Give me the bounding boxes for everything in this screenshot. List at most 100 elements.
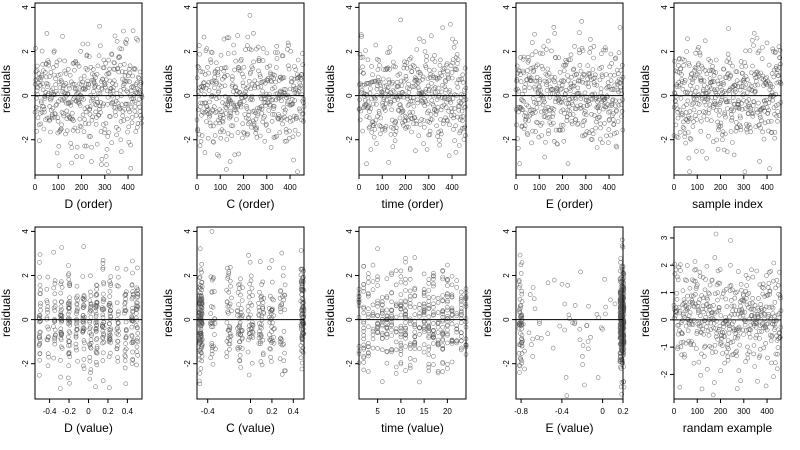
- scatter-point: [550, 120, 556, 126]
- scatter-point: [437, 63, 443, 68]
- scatter-point: [675, 346, 680, 352]
- scatter-point: [440, 67, 446, 72]
- scatter-point: [686, 313, 692, 318]
- scatter-point: [217, 115, 223, 120]
- scatter-point: [45, 324, 50, 330]
- scatter-point: [269, 119, 275, 124]
- scatter-point: [52, 338, 58, 344]
- scatter-point: [417, 313, 422, 319]
- y-tick-label: 2: [345, 49, 354, 54]
- scatter-point: [417, 332, 422, 337]
- scatter-point: [123, 41, 129, 46]
- scatter-point: [603, 311, 608, 317]
- scatter-point: [694, 328, 700, 334]
- scatter-point: [386, 77, 392, 83]
- scatter-point: [765, 119, 771, 124]
- scatter-point: [615, 71, 621, 76]
- scatter-point: [393, 268, 399, 274]
- scatter-point: [726, 330, 732, 336]
- scatter-point: [451, 106, 457, 111]
- scatter-point: [530, 96, 536, 101]
- y-tick-label: -2: [21, 136, 30, 144]
- scatter-point: [585, 339, 591, 344]
- scatter-point: [237, 286, 242, 291]
- y-tick-label: 2: [183, 273, 192, 278]
- scatter-point: [97, 23, 102, 29]
- scatter-point: [393, 329, 399, 335]
- scatter-point: [453, 39, 458, 45]
- scatter-point: [56, 163, 62, 168]
- scatter-point: [682, 352, 687, 357]
- x-axis-title: C (order): [226, 197, 274, 211]
- scatter-point: [38, 300, 43, 306]
- scatter-point: [300, 62, 306, 67]
- y-tick-label: 2: [345, 273, 354, 278]
- scatter-point: [409, 69, 415, 74]
- scatter-point: [458, 347, 464, 353]
- scatter-point: [229, 77, 235, 82]
- scatter-point: [132, 108, 138, 114]
- scatter-point: [423, 65, 429, 70]
- scatter-point: [81, 338, 87, 343]
- scatter-point: [361, 304, 367, 310]
- scatter-point: [199, 269, 204, 275]
- scatter-point: [444, 117, 450, 123]
- scatter-point: [116, 274, 121, 280]
- scatter-point: [357, 97, 363, 103]
- scatter-point: [440, 361, 446, 366]
- scatter-point: [400, 90, 406, 95]
- scatter-point: [82, 117, 87, 122]
- scatter-point: [435, 337, 441, 343]
- scatter-point: [682, 131, 688, 136]
- scatter-point: [726, 323, 732, 329]
- scatter-point: [375, 298, 380, 304]
- scatter-point: [584, 323, 590, 328]
- scatter-point: [413, 148, 418, 153]
- x-tick-label: 0.4: [288, 407, 300, 416]
- scatter-point: [235, 89, 240, 94]
- scatter-point: [704, 85, 710, 90]
- scatter-point: [270, 97, 276, 102]
- scatter-point: [598, 125, 603, 131]
- scatter-point: [245, 303, 251, 309]
- scatter-point: [733, 83, 738, 89]
- scatter-point: [94, 319, 100, 325]
- scatter-point: [134, 344, 140, 350]
- scatter-point: [407, 321, 413, 327]
- scatter-point: [240, 346, 245, 351]
- scatter-point: [570, 102, 575, 107]
- scatter-point: [224, 320, 230, 325]
- scatter-point: [105, 102, 110, 107]
- scatter-point: [61, 113, 67, 119]
- scatter-point: [422, 97, 427, 102]
- scatter-point: [135, 300, 140, 306]
- scatter-point: [614, 144, 620, 150]
- scatter-point: [84, 81, 89, 87]
- scatter-point: [254, 125, 260, 131]
- scatter-point: [711, 380, 717, 385]
- scatter-point: [54, 63, 59, 68]
- scatter-point: [124, 102, 129, 107]
- scatter-point: [134, 362, 139, 368]
- scatter-point: [246, 372, 252, 378]
- scatter-point: [100, 103, 106, 109]
- scatter-point: [361, 320, 367, 326]
- scatter-point: [602, 99, 608, 104]
- scatter-point: [255, 44, 261, 50]
- scatter-point: [130, 28, 136, 34]
- scatter-point: [267, 332, 272, 337]
- scatter-point: [582, 90, 588, 96]
- scatter-point: [708, 59, 713, 64]
- scatter-point: [103, 154, 109, 159]
- scatter-point: [435, 295, 441, 301]
- x-tick-label: 300: [737, 407, 751, 416]
- scatter-point: [224, 338, 230, 344]
- scatter-point: [197, 309, 203, 315]
- scatter-point: [460, 118, 465, 124]
- scatter-point: [687, 83, 693, 88]
- scatter-point: [293, 67, 299, 73]
- scatter-point: [244, 104, 249, 109]
- scatter-point: [707, 291, 712, 297]
- scatter-point: [280, 273, 286, 279]
